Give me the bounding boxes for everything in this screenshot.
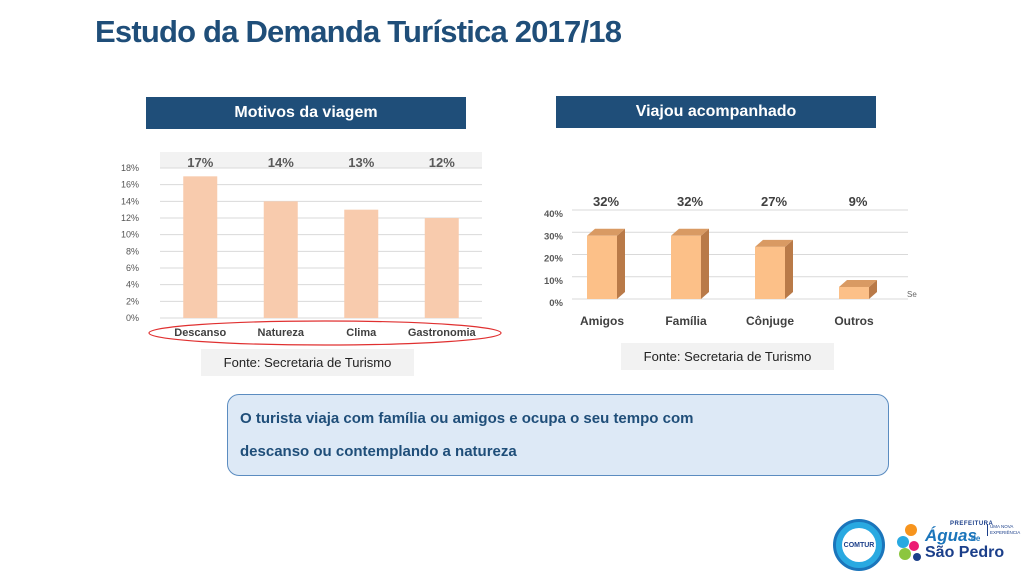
y-tick-label: 0% <box>126 313 139 323</box>
callout-line-2: descanso ou contemplando a natureza <box>240 443 517 460</box>
data-label: 9% <box>849 194 868 209</box>
bar-top <box>671 228 709 236</box>
y-tick-label: 12% <box>121 213 139 223</box>
y-tick-label: 14% <box>121 196 139 206</box>
y-tick-label: 30% <box>544 231 564 242</box>
data-label: 14% <box>268 155 294 170</box>
conclusion-callout: O turista viaja com família ou amigos e … <box>227 394 889 476</box>
logo-sao-pedro-word: São Pedro <box>925 544 1005 561</box>
y-tick-label: 10% <box>544 276 564 287</box>
source-acompanhado: Fonte: Secretaria de Turismo <box>621 343 834 370</box>
y-tick-label: 4% <box>126 280 139 290</box>
bar <box>183 176 218 318</box>
x-tick-label: Cônjuge <box>746 314 794 328</box>
logo-aguas-word: Águas <box>925 526 977 545</box>
x-tick-label: Gastronomia <box>408 327 477 339</box>
y-tick-label: 2% <box>126 296 139 306</box>
y-tick-label: 18% <box>121 163 139 173</box>
data-label-band <box>160 152 482 168</box>
y-tick-label: 6% <box>126 263 139 273</box>
logo-slogan: UMA NOVA EXPERIÊNCIA <box>987 524 1020 536</box>
data-label: 32% <box>677 194 703 209</box>
bar-side <box>785 239 793 299</box>
chart-title-motivos: Motivos da viagem <box>146 97 466 129</box>
bar <box>263 201 298 318</box>
y-tick-label: 20% <box>544 254 564 265</box>
bar-side <box>617 228 625 299</box>
highlight-ellipse <box>148 320 502 346</box>
data-label: 17% <box>187 155 213 170</box>
data-label: 32% <box>593 194 619 209</box>
bar-side <box>701 228 709 299</box>
y-tick-label: 0% <box>549 298 563 309</box>
bar <box>671 235 701 299</box>
callout-line-1: O turista viaja com família ou amigos e … <box>240 410 694 427</box>
slide-title: Estudo da Demanda Turística 2017/18 <box>95 14 622 49</box>
x-tick-label: Outros <box>834 314 874 328</box>
bar <box>839 286 869 299</box>
chart-title-acompanhado: Viajou acompanhado <box>556 96 876 128</box>
bar <box>424 218 459 318</box>
data-label: 27% <box>761 194 787 209</box>
x-tick-label: Amigos <box>580 314 624 328</box>
y-tick-label: 10% <box>121 230 139 240</box>
comtur-logo-text: COMTUR <box>842 528 876 562</box>
source-motivos: Fonte: Secretaria de Turismo <box>201 349 414 376</box>
aguas-de-sao-pedro-logo: PREFEITURA Águas de São Pedro UMA NOVA E… <box>895 520 1020 568</box>
x-tick-label: Família <box>665 314 707 328</box>
comtur-logo: COMTUR <box>833 519 885 571</box>
y-tick-label: 40% <box>544 209 564 220</box>
axis-stub-label: Se <box>907 290 917 299</box>
y-tick-label: 8% <box>126 246 139 256</box>
logo-prefeitura: PREFEITURA <box>950 521 994 527</box>
bar <box>587 235 617 299</box>
x-tick-label: Clima <box>346 327 377 339</box>
y-tick-label: 16% <box>121 180 139 190</box>
bar <box>344 209 379 318</box>
bar-top <box>755 239 793 247</box>
bar-top <box>587 228 625 236</box>
logo-de-word: de <box>971 534 981 543</box>
data-label: 13% <box>348 155 374 170</box>
bar-top <box>839 279 877 287</box>
water-drops-icon <box>897 524 921 561</box>
x-tick-label: Descanso <box>174 327 226 339</box>
bar <box>755 246 785 299</box>
bar-side <box>869 279 877 299</box>
x-tick-label: Natureza <box>258 327 305 339</box>
data-label: 12% <box>429 155 455 170</box>
